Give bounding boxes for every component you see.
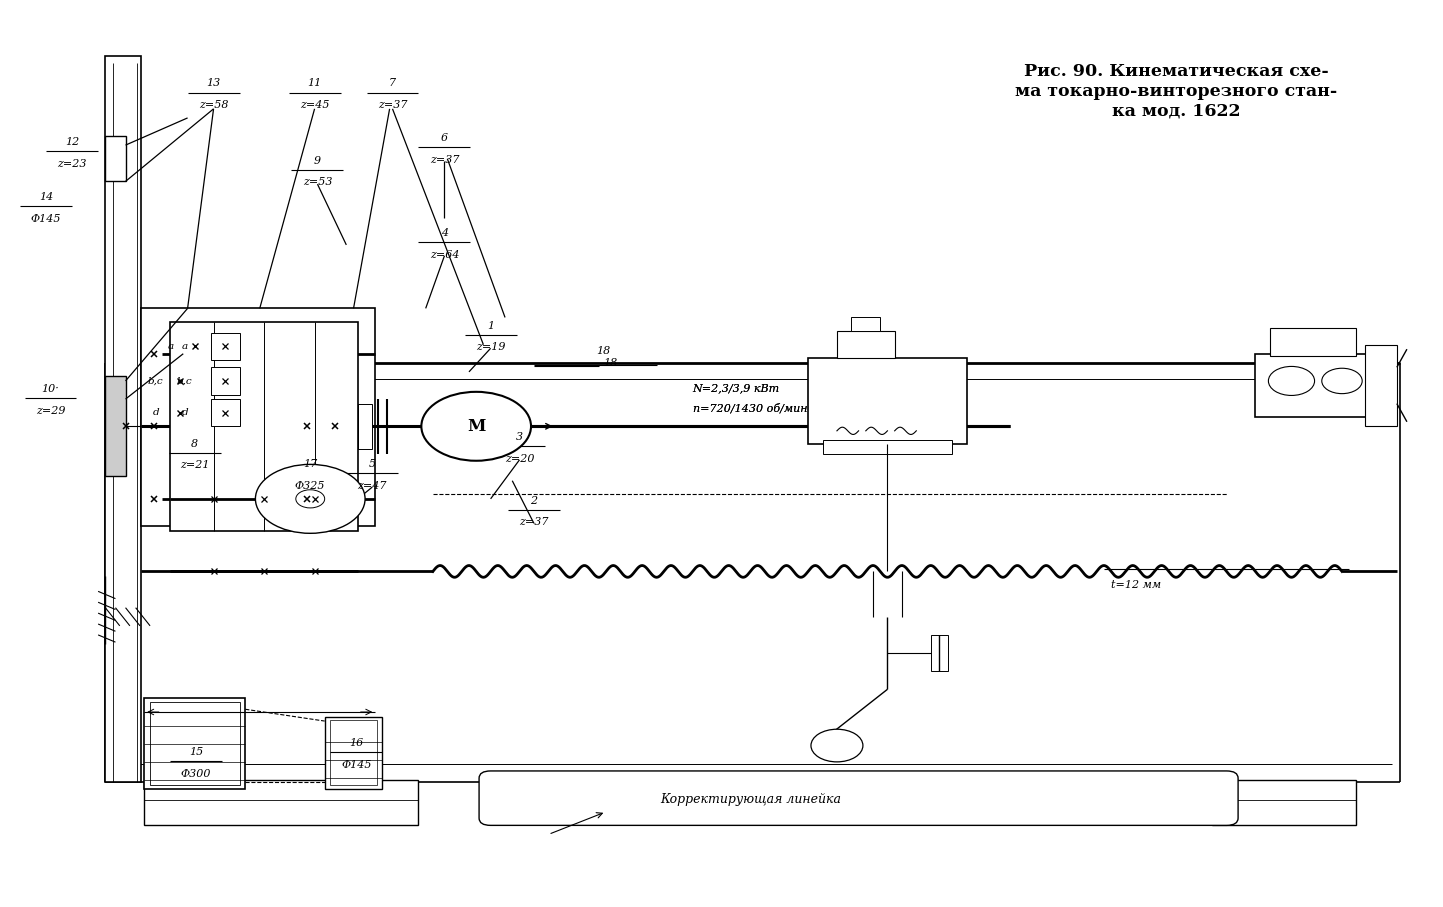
Text: 3: 3 <box>517 432 522 443</box>
Bar <box>808 358 967 444</box>
Text: 10·: 10· <box>42 384 59 395</box>
Bar <box>325 717 382 789</box>
Text: Рис. 90. Кинематическая схе-
ма токарно-винторезного стан-
ка мод. 1622: Рис. 90. Кинематическая схе- ма токарно-… <box>1014 63 1338 120</box>
Text: a: a <box>167 342 173 351</box>
Text: 7: 7 <box>390 78 395 89</box>
Bar <box>211 399 240 426</box>
Bar <box>205 399 225 454</box>
Bar <box>141 308 375 526</box>
Bar <box>205 327 225 380</box>
Circle shape <box>1268 366 1315 395</box>
Text: z=37: z=37 <box>378 100 407 111</box>
Circle shape <box>1322 368 1362 394</box>
Text: z=47: z=47 <box>358 481 387 492</box>
Text: N=2,3/3,9 кВт: N=2,3/3,9 кВт <box>693 383 779 394</box>
Text: d: d <box>153 408 159 417</box>
Text: Φ325: Φ325 <box>294 481 326 492</box>
Text: 14: 14 <box>39 191 53 202</box>
Text: 9: 9 <box>315 155 320 166</box>
Text: 17: 17 <box>303 459 317 470</box>
Bar <box>837 331 895 358</box>
Bar <box>1255 354 1371 417</box>
Bar <box>320 405 341 448</box>
Bar <box>823 440 952 454</box>
Text: Корректирующая линейка: Корректирующая линейка <box>659 794 841 806</box>
Bar <box>180 332 201 375</box>
Text: z=19: z=19 <box>476 342 505 353</box>
Bar <box>211 367 240 395</box>
Text: Φ145: Φ145 <box>30 213 62 224</box>
Circle shape <box>811 729 863 762</box>
Text: 15: 15 <box>189 746 203 757</box>
Bar <box>144 780 418 825</box>
Text: z=37: z=37 <box>430 154 459 165</box>
Circle shape <box>421 392 531 461</box>
Bar <box>150 702 240 785</box>
Text: z=45: z=45 <box>300 100 329 111</box>
Text: d: d <box>182 408 188 417</box>
Bar <box>170 322 358 531</box>
Text: a: a <box>182 342 188 351</box>
Bar <box>851 317 880 331</box>
Text: 1: 1 <box>488 320 494 331</box>
Text: 2: 2 <box>531 495 537 506</box>
Text: z=20: z=20 <box>505 454 534 464</box>
Text: 4: 4 <box>442 228 447 239</box>
Text: 18: 18 <box>596 346 610 356</box>
Text: t=12 мм: t=12 мм <box>1111 580 1162 590</box>
Text: 5: 5 <box>369 459 375 470</box>
Circle shape <box>296 490 325 508</box>
Text: 11: 11 <box>307 78 322 89</box>
Text: z=21: z=21 <box>180 460 209 471</box>
Bar <box>271 395 291 457</box>
Bar <box>330 720 377 785</box>
Text: Φ145: Φ145 <box>341 759 372 770</box>
Bar <box>211 333 240 360</box>
Bar <box>931 635 948 671</box>
Text: 13: 13 <box>206 78 221 89</box>
Text: z=58: z=58 <box>199 100 228 111</box>
Bar <box>105 56 141 782</box>
Bar <box>231 323 251 385</box>
Text: 6: 6 <box>442 132 447 143</box>
Text: N=2,3/3,9 кВт: N=2,3/3,9 кВт <box>693 383 779 394</box>
Circle shape <box>255 464 365 533</box>
Text: n=720/1430 об/мин: n=720/1430 об/мин <box>693 403 807 414</box>
Bar <box>297 400 317 453</box>
Bar <box>358 404 372 449</box>
Bar <box>231 395 251 457</box>
Text: z=29: z=29 <box>36 405 65 416</box>
Text: z=37: z=37 <box>519 517 548 528</box>
Text: b,c: b,c <box>177 376 192 385</box>
Bar <box>105 136 126 181</box>
Text: Φ300: Φ300 <box>180 768 212 779</box>
Bar <box>1270 328 1356 356</box>
Bar <box>1212 780 1356 825</box>
Text: z=53: z=53 <box>303 177 332 188</box>
Bar <box>1365 345 1397 426</box>
Text: 18: 18 <box>603 357 618 368</box>
Text: 12: 12 <box>65 137 79 148</box>
Text: z=23: z=23 <box>58 159 87 170</box>
Bar <box>105 376 126 476</box>
Text: b,c: b,c <box>149 376 163 385</box>
FancyBboxPatch shape <box>479 771 1238 825</box>
Text: 16: 16 <box>349 737 364 748</box>
Text: n=720/1430 об/мин: n=720/1430 об/мин <box>693 403 807 414</box>
Text: z=64: z=64 <box>430 249 459 260</box>
Bar <box>144 698 245 789</box>
Text: М: М <box>468 418 485 434</box>
Bar <box>180 403 201 450</box>
Bar <box>343 404 358 449</box>
Text: 8: 8 <box>192 438 198 449</box>
